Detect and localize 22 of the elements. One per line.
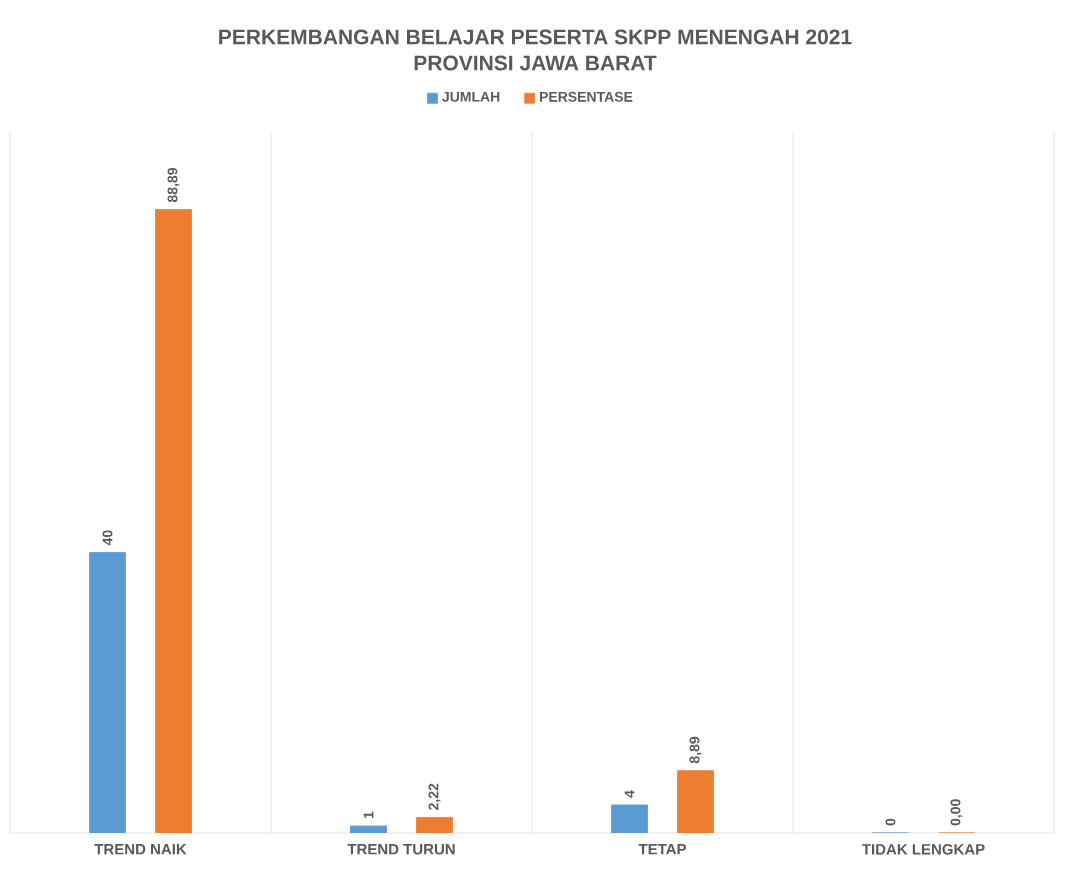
data-label: 1 <box>363 811 374 819</box>
bar <box>155 209 192 833</box>
chart-subtitle: PROVINSI JAWA BARAT <box>414 55 657 71</box>
data-label: 0 <box>885 818 896 826</box>
x-tick-label: TETAP <box>638 844 687 855</box>
data-label: 4 <box>624 790 635 798</box>
bar <box>677 770 714 833</box>
x-tick-label: TIDAK LENGKAP <box>862 844 985 855</box>
bar <box>416 817 453 833</box>
x-tick-label: TREND TURUN <box>347 844 455 855</box>
data-label: 0,00 <box>950 799 963 826</box>
x-tick-label: TREND NAIK <box>94 844 187 855</box>
chart-title: PERKEMBANGAN BELAJAR PESERTA SKPP MENENGAH 2021 <box>219 29 852 45</box>
data-label: 2,22 <box>428 783 441 810</box>
data-label: 8,89 <box>689 736 702 764</box>
bar <box>89 552 126 833</box>
bar <box>611 804 648 833</box>
legend-label: PERSENTASE <box>539 91 633 102</box>
legend-label: JUMLAH <box>442 91 500 102</box>
data-label: 88,89 <box>167 168 180 203</box>
data-label: 40 <box>102 530 113 546</box>
bar <box>350 825 387 833</box>
